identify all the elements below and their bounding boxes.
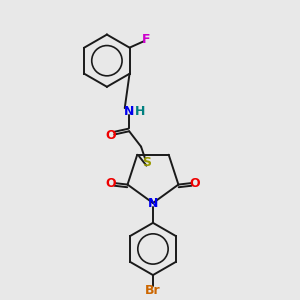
Text: N: N xyxy=(148,196,158,209)
Text: O: O xyxy=(106,129,116,142)
Text: F: F xyxy=(142,33,150,46)
Text: O: O xyxy=(106,177,116,190)
Text: S: S xyxy=(142,156,152,169)
Text: N: N xyxy=(124,105,134,118)
Text: Br: Br xyxy=(145,284,161,297)
Text: O: O xyxy=(189,177,200,190)
Text: H: H xyxy=(135,105,146,118)
